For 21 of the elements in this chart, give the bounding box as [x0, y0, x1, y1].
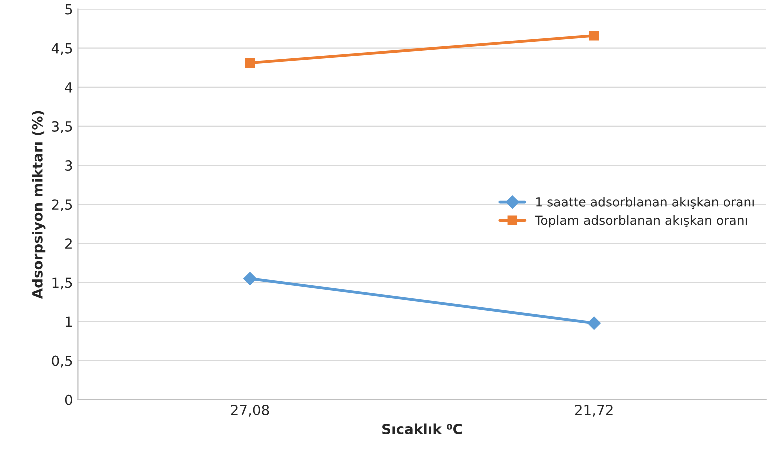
point	[588, 316, 601, 330]
y-tick-label: 2,5	[52, 200, 72, 212]
point	[589, 31, 600, 41]
y-tick-label: 2	[66, 238, 72, 249]
y-tick-label: 1,5	[52, 278, 72, 290]
point	[245, 58, 256, 68]
x-axis-title: Sıcaklık ⁰C	[382, 424, 462, 435]
y-tick-label: 4,5	[52, 44, 72, 56]
y-tick-label: 0,5	[52, 356, 72, 368]
x-tick-label: 27,08	[231, 405, 270, 417]
x-tick-label: 21,72	[575, 405, 613, 417]
y-tick-label: 0	[65, 394, 72, 406]
y-tick-label: 3	[66, 160, 72, 172]
point	[244, 272, 257, 286]
y-axis-title: Adsorpsiyon miktarı (%)	[32, 111, 46, 300]
y-tick-label: 5	[66, 4, 72, 15]
y-tick-label: 4	[65, 82, 73, 93]
legend-label: Toplam adsorblanan akışkan oranı	[535, 216, 748, 228]
y-tick-label: 1	[66, 316, 72, 328]
y-tick-label: 3,5	[52, 121, 72, 134]
legend-label: 1 saatte adsorblanan akışkan oranı	[536, 197, 754, 210]
